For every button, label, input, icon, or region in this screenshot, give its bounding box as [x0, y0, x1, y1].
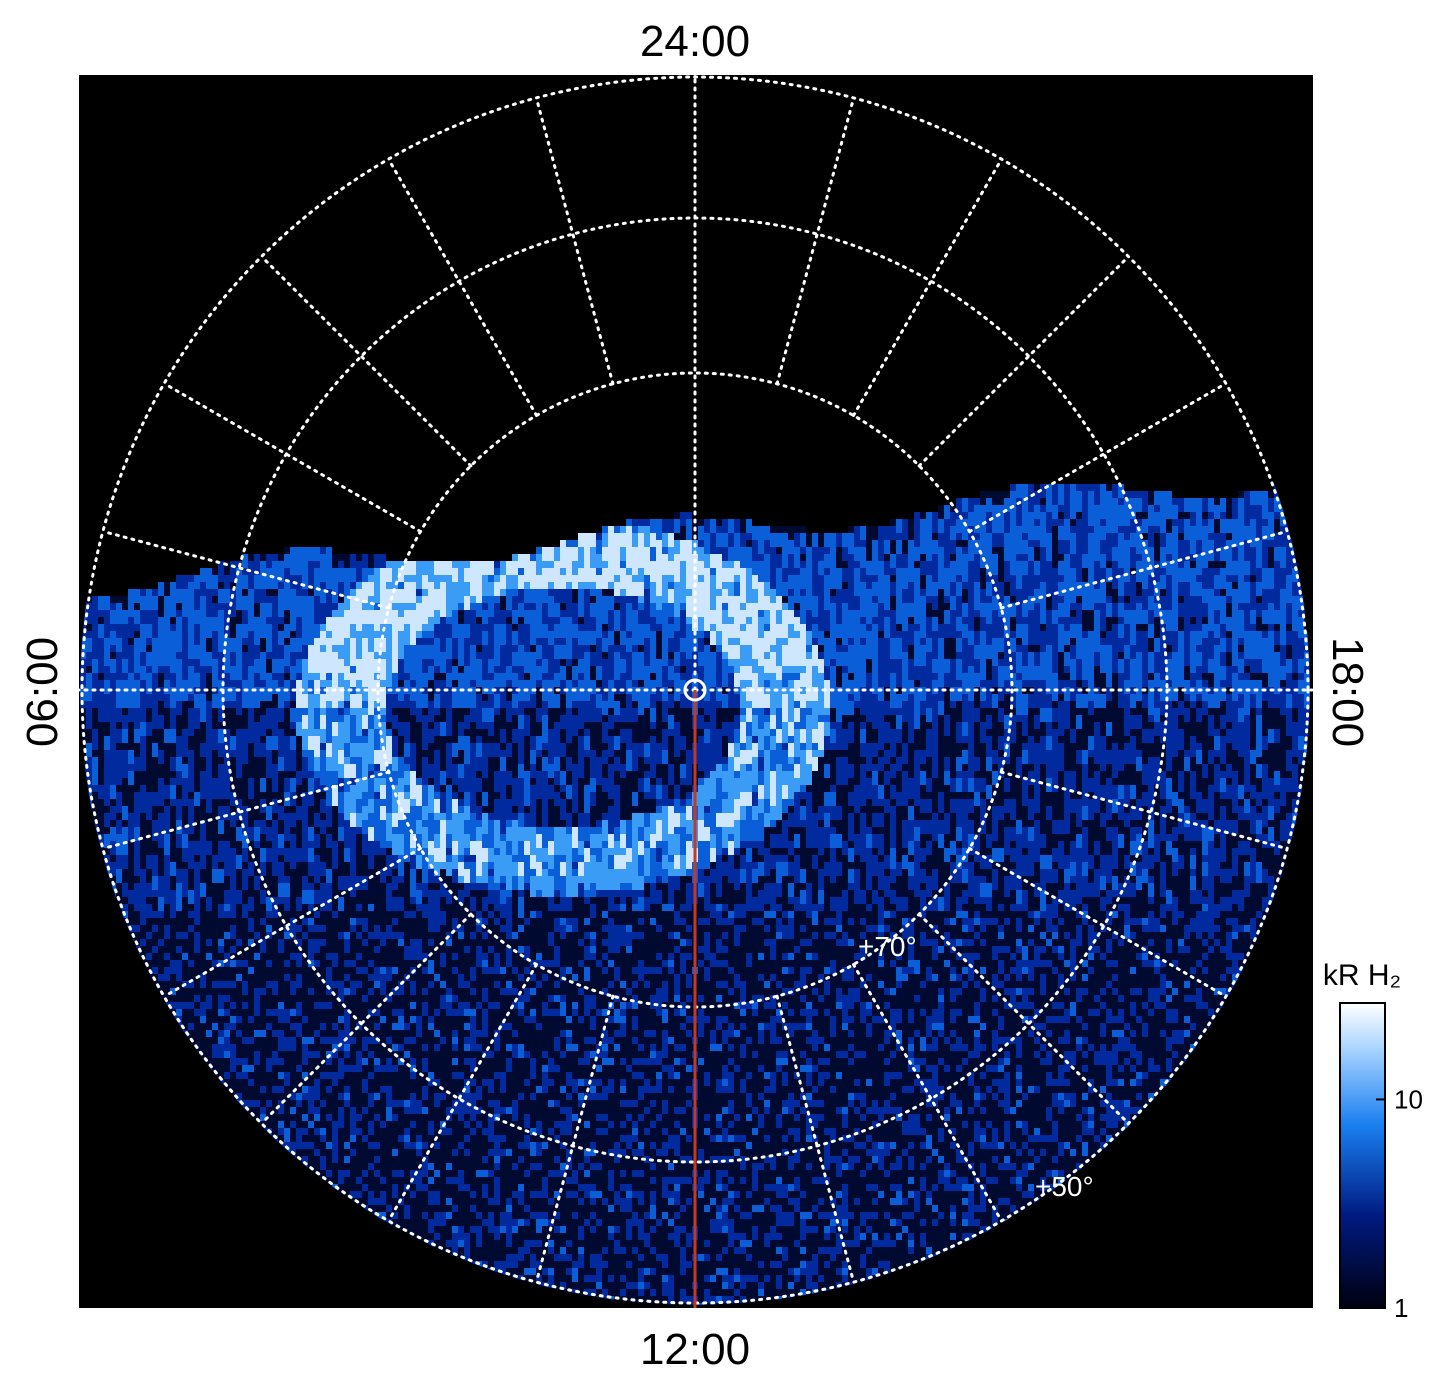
meridian-grid-line: [852, 963, 1003, 1223]
meridian-grid-line: [968, 382, 1228, 533]
polar-grid: [76, 71, 1314, 1309]
meridian-grid-line: [852, 157, 1003, 417]
time-label: 18:00: [1323, 637, 1372, 747]
meridian-grid-line: [260, 255, 473, 468]
meridian-grid-line: [162, 382, 422, 533]
meridian-grid-line: [534, 96, 615, 386]
colorbar-ticks: 1 10: [1376, 1084, 1423, 1323]
meridian-grid-line: [534, 994, 615, 1284]
pole-marker: [683, 678, 707, 702]
time-label: 24:00: [640, 17, 750, 66]
time-label: 06:00: [18, 637, 67, 747]
meridian-grid-line: [162, 847, 422, 998]
meridian-grid-line: [775, 96, 856, 386]
latitude-label: +50°: [1035, 1171, 1094, 1202]
meridian-grid-line: [260, 912, 473, 1125]
meridian-grid-line: [968, 847, 1228, 998]
meridian-grid-line: [999, 529, 1289, 610]
meridian-grid-line: [917, 912, 1130, 1125]
meridian-grid-line: [101, 529, 391, 610]
meridian-grid-line: [101, 770, 391, 851]
meridian-grid-line: [775, 994, 856, 1284]
meridian-grid-line: [999, 770, 1289, 851]
colorbar-label: kR H₂: [1323, 959, 1401, 992]
colorbar-tick-label: 10: [1394, 1084, 1423, 1114]
colorbar: [1339, 1002, 1386, 1309]
meridian-grid-line: [387, 963, 538, 1223]
meridian-grid-line: [917, 255, 1130, 468]
time-label: 12:00: [640, 1325, 750, 1374]
latitude-label: +70°: [858, 931, 917, 962]
colorbar-tick-label: 1: [1394, 1293, 1408, 1323]
emission-pixels: [296, 526, 830, 883]
meridian-grid-line: [387, 157, 538, 417]
